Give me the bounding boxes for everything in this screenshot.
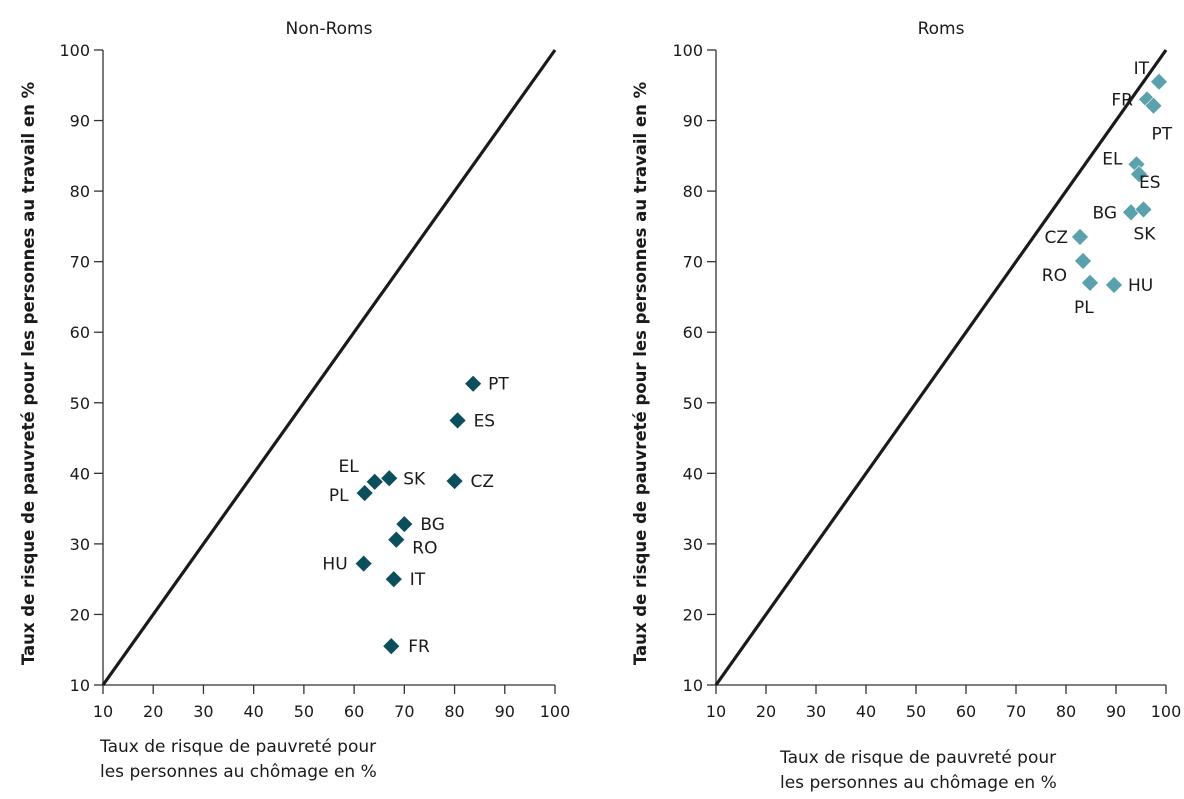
x-tick-label: 70 xyxy=(394,702,414,721)
point-label-bg: BG xyxy=(420,515,445,535)
data-point-fr xyxy=(382,637,401,656)
y-tick-label: 20 xyxy=(683,605,703,624)
data-point-pl xyxy=(1081,273,1099,292)
point-label-es: ES xyxy=(1139,173,1161,193)
y-tick-label: 100 xyxy=(59,41,90,60)
data-point-it xyxy=(384,570,403,589)
point-label-it: IT xyxy=(1134,59,1150,79)
data-point-hu xyxy=(1105,276,1123,294)
y-tick-label: 80 xyxy=(683,182,703,201)
chart-panel-roms: 10 20 30 40 50 60 70 80 90 100 10 20 30 40 50 60 70 80 90 1… xyxy=(631,19,1181,793)
point-label-el: EL xyxy=(1102,149,1123,169)
data-point-ro xyxy=(387,530,406,549)
x-tick-label: 50 xyxy=(294,702,314,721)
point-label-hu: HU xyxy=(322,555,347,575)
y-tick-label: 30 xyxy=(70,535,90,554)
data-point-bg xyxy=(1122,203,1140,222)
x-tick-label: 100 xyxy=(1151,702,1182,721)
point-label-pl: PL xyxy=(1074,298,1094,318)
x-tick-label: 90 xyxy=(495,702,515,721)
chart-title: Roms xyxy=(918,19,965,39)
x-tick-label: 10 xyxy=(706,702,726,721)
y-tick-label: 80 xyxy=(70,182,90,201)
point-label-es: ES xyxy=(474,411,496,431)
data-point-pl xyxy=(355,484,374,503)
point-label-sk: SK xyxy=(403,469,426,489)
data-point-sk xyxy=(380,469,399,488)
data-point-bg xyxy=(395,515,414,534)
y-tick-label: 10 xyxy=(70,676,90,695)
point-label-el: EL xyxy=(338,457,359,477)
y-tick-label: 90 xyxy=(70,112,90,131)
chart-panel-non-roms: 10 20 30 40 50 60 70 80 90 100 10 20 30 40 50 60 70 80 90 1… xyxy=(19,19,570,782)
data-point-el xyxy=(365,472,384,491)
point-label-it: IT xyxy=(410,570,426,590)
data-point-es xyxy=(1130,165,1148,184)
x-tick-label: 90 xyxy=(1106,702,1126,721)
y-tick-label: 100 xyxy=(672,41,703,60)
y-tick-label: 70 xyxy=(683,253,703,272)
y-tick-label: 50 xyxy=(70,394,90,413)
point-label-fr: FR xyxy=(1111,90,1133,110)
point-label-sk: SK xyxy=(1134,224,1157,244)
x-tick-label: 20 xyxy=(143,702,163,721)
x-tick-label: 30 xyxy=(193,702,213,721)
data-point-hu xyxy=(354,554,373,573)
x-tick-label: 80 xyxy=(444,702,464,721)
point-label-ro: RO xyxy=(412,539,437,559)
point-label-pt: PT xyxy=(1152,125,1173,145)
x-tick-label: 80 xyxy=(1056,702,1076,721)
point-label-ro: RO xyxy=(1042,266,1067,286)
reference-line xyxy=(714,49,1168,686)
y-axis-label: Taux de risque de pauvreté pour les pers… xyxy=(631,81,650,665)
y-tick-label: 10 xyxy=(683,676,703,695)
x-tick-label: 10 xyxy=(93,702,113,721)
data-point-it xyxy=(1150,72,1168,91)
y-tick-label: 50 xyxy=(683,394,703,413)
y-tick-label: 40 xyxy=(683,464,703,483)
point-label-hu: HU xyxy=(1128,276,1153,296)
data-point-es xyxy=(448,411,467,430)
data-point-pt xyxy=(1144,96,1163,115)
data-point-ro xyxy=(1074,252,1092,270)
point-label-cz: CZ xyxy=(1044,228,1068,248)
x-axis-label-line-1: Taux de risque de pauvreté pour xyxy=(779,748,1056,768)
data-point-cz xyxy=(445,472,464,491)
x-tick-label: 40 xyxy=(856,702,876,721)
y-tick-label: 90 xyxy=(683,112,703,131)
y-tick-label: 30 xyxy=(683,535,703,554)
reference-line xyxy=(101,49,557,686)
data-point-pt xyxy=(464,374,483,393)
x-tick-label: 40 xyxy=(243,702,263,721)
x-tick-label: 60 xyxy=(956,702,976,721)
point-label-cz: CZ xyxy=(471,472,495,492)
x-tick-label: 20 xyxy=(756,702,776,721)
y-tick-label: 40 xyxy=(70,464,90,483)
chart-title: Non-Roms xyxy=(286,19,373,39)
x-tick-label: 30 xyxy=(806,702,826,721)
point-label-pt: PT xyxy=(488,375,509,395)
x-tick-label: 100 xyxy=(540,702,571,721)
point-label-pl: PL xyxy=(329,486,349,506)
x-axis-label-line-2: les personnes au chômage en % xyxy=(780,773,1057,793)
y-tick-label: 60 xyxy=(683,323,703,342)
x-tick-label: 50 xyxy=(906,702,926,721)
x-tick-label: 70 xyxy=(1006,702,1026,721)
point-label-bg: BG xyxy=(1092,203,1117,223)
y-tick-label: 20 xyxy=(70,605,90,624)
y-tick-label: 70 xyxy=(70,253,90,272)
data-point-cz xyxy=(1071,228,1089,246)
y-axis-label: Taux de risque de pauvreté pour les pers… xyxy=(19,81,38,665)
x-axis-label-line-1: Taux de risque de pauvreté pour xyxy=(99,737,376,757)
data-point-sk xyxy=(1134,200,1153,219)
x-tick-label: 60 xyxy=(344,702,364,721)
y-tick-label: 60 xyxy=(70,323,90,342)
x-axis-label-line-2: les personnes au chômage en % xyxy=(100,762,377,782)
point-label-fr: FR xyxy=(408,637,430,657)
